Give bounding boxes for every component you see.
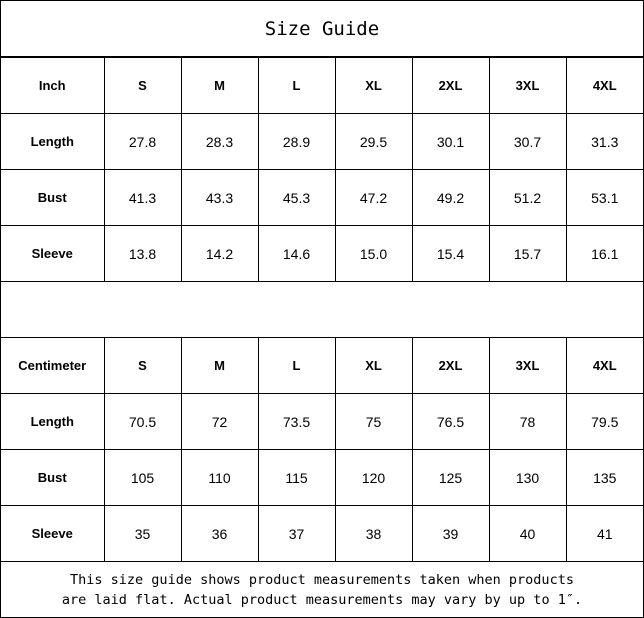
measurement-value: 14.2 xyxy=(180,225,259,282)
measurement-value: 120 xyxy=(334,449,413,506)
measurement-label: Bust xyxy=(1,449,105,506)
measurement-value: 125 xyxy=(411,449,490,506)
measurement-value: 13.8 xyxy=(103,225,182,282)
measurement-value: 28.3 xyxy=(180,113,259,170)
measurement-value: 73.5 xyxy=(257,393,336,450)
footer-note: This size guide shows product measuremen… xyxy=(1,561,643,617)
measurement-value: 135 xyxy=(565,449,643,506)
measurement-label: Sleeve xyxy=(1,505,105,562)
size-header: L xyxy=(257,337,336,394)
measurement-label: Length xyxy=(1,393,105,450)
size-header: S xyxy=(103,57,182,114)
inch-size-table: Inch S M L XL 2XL 3XL 4XL Length 27.8 28.3 28.9 29.5… xyxy=(1,57,643,282)
measurement-value: 36 xyxy=(180,505,259,562)
measurement-label: Bust xyxy=(1,169,105,226)
measurement-value: 31.3 xyxy=(565,113,643,170)
footer-line-2: are laid flat. Actual product measuremen… xyxy=(61,591,583,608)
measurement-value: 14.6 xyxy=(257,225,336,282)
measurement-value: 15.0 xyxy=(334,225,413,282)
measurement-value: 28.9 xyxy=(257,113,336,170)
measurement-value: 41.3 xyxy=(103,169,182,226)
measurement-value: 40 xyxy=(488,505,567,562)
size-header: 2XL xyxy=(411,337,490,394)
size-header: S xyxy=(103,337,182,394)
measurement-value: 130 xyxy=(488,449,567,506)
measurement-value: 39 xyxy=(411,505,490,562)
table-row: Length 70.5 72 73.5 75 76.5 78 79.5 xyxy=(1,393,643,450)
size-header: L xyxy=(257,57,336,114)
measurement-value: 27.8 xyxy=(103,113,182,170)
size-header: XL xyxy=(334,337,413,394)
measurement-value: 47.2 xyxy=(334,169,413,226)
size-header: 4XL xyxy=(565,337,643,394)
measurement-label: Sleeve xyxy=(1,225,105,282)
measurement-value: 115 xyxy=(257,449,336,506)
measurement-value: 15.7 xyxy=(488,225,567,282)
measurement-value: 45.3 xyxy=(257,169,336,226)
unit-header: Centimeter xyxy=(1,337,105,394)
table-header-row: Centimeter S M L XL 2XL 3XL 4XL xyxy=(1,337,643,394)
measurement-value: 16.1 xyxy=(565,225,643,282)
table-row: Length 27.8 28.3 28.9 29.5 30.1 30.7 31.3 xyxy=(1,113,643,170)
measurement-value: 76.5 xyxy=(411,393,490,450)
size-header: XL xyxy=(334,57,413,114)
measurement-value: 78 xyxy=(488,393,567,450)
measurement-value: 38 xyxy=(334,505,413,562)
centimeter-size-table: Centimeter S M L XL 2XL 3XL 4XL Length 70.5 72 73.5… xyxy=(1,337,643,562)
table-row: Bust 105 110 115 120 125 130 135 xyxy=(1,449,643,506)
measurement-value: 15.4 xyxy=(411,225,490,282)
size-header: M xyxy=(180,337,259,394)
measurement-value: 70.5 xyxy=(103,393,182,450)
table-row: Bust 41.3 43.3 45.3 47.2 49.2 51.2 53.1 xyxy=(1,169,643,226)
measurement-value: 41 xyxy=(565,505,643,562)
size-header: M xyxy=(180,57,259,114)
measurement-value: 30.7 xyxy=(488,113,567,170)
page-title: Size Guide xyxy=(1,1,643,57)
table-row: Sleeve 13.8 14.2 14.6 15.0 15.4 15.7 16.1 xyxy=(1,225,643,282)
measurement-value: 72 xyxy=(180,393,259,450)
table-row: Sleeve 35 36 37 38 39 40 41 xyxy=(1,505,643,562)
measurement-label: Length xyxy=(1,113,105,170)
measurement-value: 29.5 xyxy=(334,113,413,170)
measurement-value: 79.5 xyxy=(565,393,643,450)
size-header: 4XL xyxy=(565,57,643,114)
measurement-value: 37 xyxy=(257,505,336,562)
measurement-value: 30.1 xyxy=(411,113,490,170)
measurement-value: 105 xyxy=(103,449,182,506)
measurement-value: 51.2 xyxy=(488,169,567,226)
measurement-value: 43.3 xyxy=(180,169,259,226)
footer-line-1: This size guide shows product measuremen… xyxy=(70,571,574,588)
size-header: 3XL xyxy=(488,337,567,394)
measurement-value: 53.1 xyxy=(565,169,643,226)
measurement-value: 75 xyxy=(334,393,413,450)
size-header: 3XL xyxy=(488,57,567,114)
measurement-value: 35 xyxy=(103,505,182,562)
size-header: 2XL xyxy=(411,57,490,114)
measurement-value: 110 xyxy=(180,449,259,506)
table-header-row: Inch S M L XL 2XL 3XL 4XL xyxy=(1,57,643,114)
measurement-value: 49.2 xyxy=(411,169,490,226)
unit-header: Inch xyxy=(1,57,105,114)
table-spacer xyxy=(1,281,643,337)
